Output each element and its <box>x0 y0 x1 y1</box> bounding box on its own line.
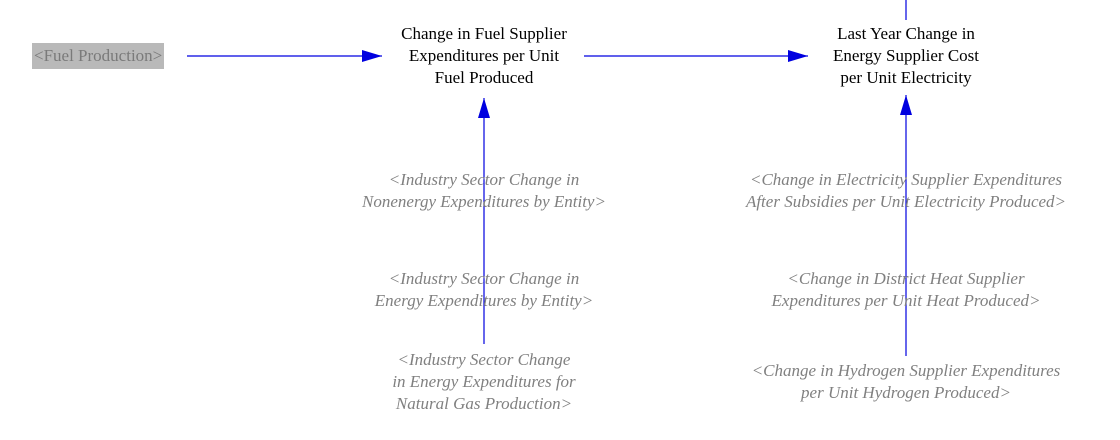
node-industry-natural-gas-expenditures[interactable]: <Industry Sector Change in Energy Expend… <box>334 349 634 415</box>
node-electricity-supplier-line-2: After Subsidies per Unit Electricity Pro… <box>745 192 1067 211</box>
node-industry-energy-expenditures[interactable]: <Industry Sector Change in Energy Expend… <box>314 268 654 312</box>
node-change-fuel-supplier-line-1: Change in Fuel Supplier <box>401 24 567 43</box>
node-industry-energy-line-2: Energy Expenditures by Entity> <box>374 291 594 310</box>
node-fuel-production-line-1: <Fuel Production> <box>34 46 163 65</box>
node-change-fuel-supplier-expenditures[interactable]: Change in Fuel Supplier Expenditures per… <box>374 23 594 89</box>
node-hydrogen-supplier-expenditures[interactable]: <Change in Hydrogen Supplier Expenditure… <box>696 360 1116 404</box>
node-last-year-change-line-1: Last Year Change in <box>837 24 975 43</box>
node-industry-nonenergy-line-1: <Industry Sector Change in <box>388 170 580 189</box>
node-district-heat-supplier-expenditures[interactable]: <Change in District Heat Supplier Expend… <box>716 268 1096 312</box>
node-electricity-supplier-expenditures[interactable]: <Change in Electricity Supplier Expendit… <box>696 169 1116 213</box>
node-industry-nonenergy-expenditures[interactable]: <Industry Sector Change in Nonenergy Exp… <box>314 169 654 213</box>
node-last-year-change-energy-supplier-cost[interactable]: Last Year Change in Energy Supplier Cost… <box>796 23 1016 89</box>
node-fuel-production[interactable]: <Fuel Production> <box>32 43 165 69</box>
node-change-fuel-supplier-line-3: Fuel Produced <box>434 68 534 87</box>
node-electricity-supplier-line-1: <Change in Electricity Supplier Expendit… <box>749 170 1063 189</box>
node-hydrogen-supplier-line-2: per Unit Hydrogen Produced> <box>801 383 1011 402</box>
node-industry-energy-line-1: <Industry Sector Change in <box>388 269 580 288</box>
node-last-year-change-line-2: Energy Supplier Cost <box>832 46 980 65</box>
node-last-year-change-line-3: per Unit Electricity <box>840 68 972 87</box>
node-industry-natgas-line-2: in Energy Expenditures for <box>392 372 576 391</box>
node-district-heat-line-2: Expenditures per Unit Heat Produced> <box>771 291 1041 310</box>
node-industry-nonenergy-line-2: Nonenergy Expenditures by Entity> <box>362 192 606 211</box>
node-industry-natgas-line-1: <Industry Sector Change <box>397 350 571 369</box>
node-change-fuel-supplier-line-2: Expenditures per Unit <box>408 46 560 65</box>
node-hydrogen-supplier-line-1: <Change in Hydrogen Supplier Expenditure… <box>751 361 1061 380</box>
node-district-heat-line-1: <Change in District Heat Supplier <box>787 269 1025 288</box>
node-industry-natgas-line-3: Natural Gas Production> <box>395 394 573 413</box>
